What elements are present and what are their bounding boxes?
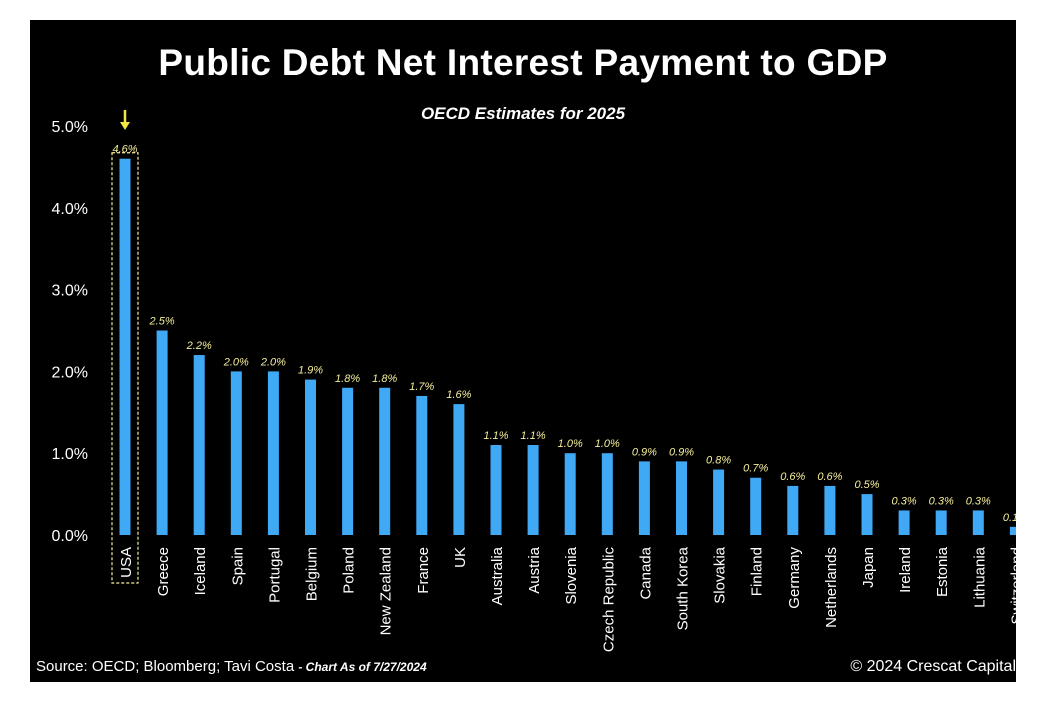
bar-slovenia [564,453,576,535]
value-label: 2.0% [260,356,286,368]
copyright-notice: © 2024 Crescat Capital [850,658,1016,675]
value-label: 0.6% [780,471,805,483]
category-label: Slovenia [563,546,580,604]
value-label: 0.7% [743,463,768,475]
category-label: Finland [749,547,766,596]
bar-france [416,395,428,535]
value-label: 2.5% [149,316,175,328]
value-label: 1.9% [298,365,323,377]
category-label: Belgium [304,547,321,601]
bar-slovakia [713,469,725,535]
bar-chart-plot: 0.0% 1.0% 2.0% 3.0% 4.0% 5.0% 4.6% USA 2.5% Greec… [52,110,1016,653]
down-arrow-icon [120,122,130,130]
category-label: UK [452,547,469,568]
y-tick-label: 1.0% [52,446,88,463]
value-label: 2.2% [186,340,212,352]
y-tick-label: 0.0% [52,528,88,545]
chart-subtitle: OECD Estimates for 2025 [420,104,626,123]
category-label: Estonia [934,546,951,597]
bar-new-zealand [379,387,391,535]
y-tick-label: 5.0% [52,119,88,136]
category-label: Germany [786,547,803,609]
y-tick-label: 4.0% [52,201,88,218]
as-of-date: - Chart As of 7/27/2024 [298,660,427,674]
bar-belgium [305,379,316,535]
bar-switzerland [1009,526,1016,535]
bar-south-korea [676,461,687,535]
category-label: Portugal [266,547,283,603]
category-label: Netherlands [823,547,840,628]
category-label: Slovakia [712,546,729,603]
source-note: Source: OECD; Bloomberg; Tavi Costa - Ch… [36,658,427,675]
value-label: 0.9% [632,446,657,458]
bar-netherlands [824,485,836,535]
category-label: Austria [526,546,543,593]
category-label: Greece [155,547,172,596]
bar-finland [750,477,762,535]
value-label: 1.8% [335,373,360,385]
value-label: 0.8% [706,455,731,467]
value-label: 0.3% [966,495,991,507]
bar-uk [453,404,465,535]
y-tick-label: 2.0% [52,364,88,381]
bar-iceland [193,355,205,535]
bar-ireland [898,510,910,535]
chart-panel: Public Debt Net Interest Payment to GDP … [30,20,1016,682]
bar-germany [787,485,799,535]
category-label: USA [118,547,135,578]
value-label: 2.0% [223,356,249,368]
value-label: 0.3% [892,495,917,507]
category-label: New Zealand [378,547,395,635]
value-label: 0.6% [817,471,842,483]
category-label: Ireland [897,547,914,593]
value-label: 1.6% [446,389,471,401]
value-label: 0.1% [1003,512,1016,524]
value-label: 0.5% [854,479,879,491]
category-label: Canada [637,546,654,599]
category-label: Spain [229,547,246,585]
value-label: 1.0% [595,438,620,450]
y-tick-label: 3.0% [52,283,88,300]
bar-poland [342,387,354,535]
bar-spain [230,371,242,535]
source-text: Source: OECD; Bloomberg; Tavi Costa [36,658,295,675]
bar-australia [490,445,502,535]
highlight-box [111,152,139,584]
bar-canada [638,461,650,535]
category-label: Japan [860,547,877,588]
value-label: 1.1% [521,430,546,442]
category-label: France [415,547,432,594]
category-label: Australia [489,546,506,605]
category-label: Czech Republic [600,547,617,653]
category-label: Switzerland [1008,547,1016,625]
value-label: 1.8% [372,373,397,385]
value-label: 1.7% [409,381,434,393]
category-label: South Korea [675,546,692,630]
category-label: Lithuania [971,546,988,608]
bar-estonia [935,510,947,535]
bar-austria [527,445,539,535]
bar-usa [119,158,131,535]
value-label: 1.0% [558,438,583,450]
value-label: 0.9% [669,446,694,458]
bar-czech-republic [601,453,613,535]
bar-portugal [267,371,279,535]
value-label: 1.1% [483,430,508,442]
bar-lithuania [972,510,984,535]
category-label: Iceland [192,547,209,595]
bar-greece [156,330,168,535]
value-label: 4.6% [112,144,137,156]
chart-title: Public Debt Net Interest Payment to GDP [158,42,888,83]
category-label: Poland [341,547,358,594]
value-label: 0.3% [929,495,954,507]
bar-japan [861,494,873,535]
